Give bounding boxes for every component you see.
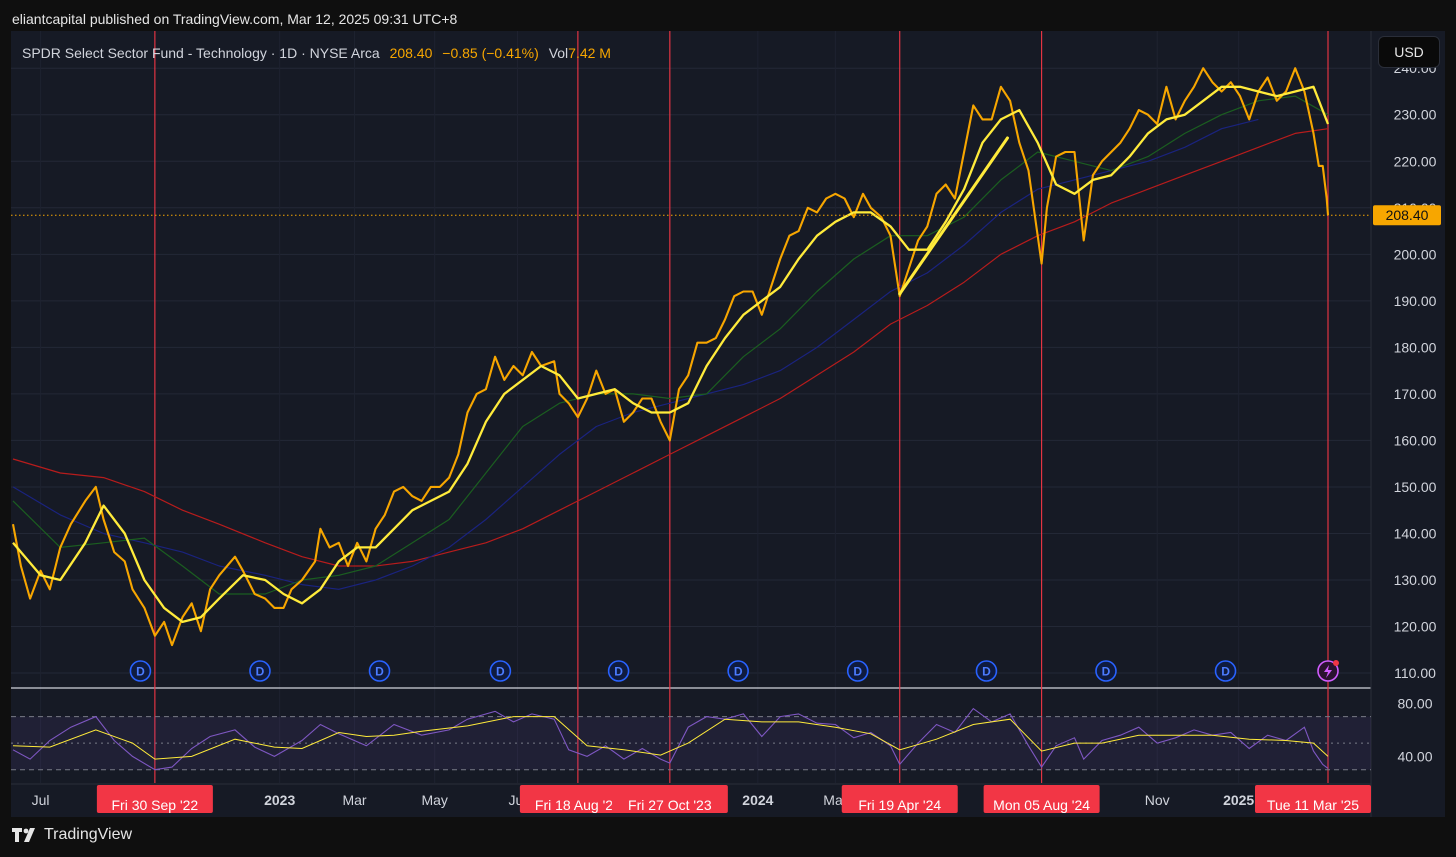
price-change: −0.85 (−0.41%) [442,45,539,61]
price-tick-label: 180.00 [1394,339,1437,355]
tradingview-logo[interactable]: TradingView [12,826,132,844]
dividend-marker-label: D [375,665,384,679]
last-price: 208.40 [389,45,433,61]
price-tick-label: 110.00 [1394,665,1436,681]
date-marker-tag[interactable] [1255,785,1371,813]
last-price-badge [1373,205,1441,226]
date-marker-tag[interactable] [96,785,213,813]
symbol-description: SPDR Select Sector Fund - Technology · 1… [22,45,380,61]
price-tick-label: 120.00 [1394,619,1437,635]
series-close[interactable] [11,67,1330,647]
dividend-marker-label: D [853,665,862,679]
price-tick-label: 190.00 [1394,293,1437,309]
price-tick-label: 130.00 [1394,572,1437,588]
dividend-marker-label: D [496,665,505,679]
date-marker-tag[interactable] [841,785,958,813]
rsi-tick-label: 40.00 [1397,748,1432,764]
dividend-marker[interactable] [846,660,869,682]
time-tick-label: 2023 [264,792,295,808]
notification-dot [1333,660,1339,666]
published-caption: eliantcapital published on TradingView.c… [12,11,458,27]
series-rsi-ma[interactable] [12,716,1329,760]
dividend-marker[interactable] [1095,660,1117,682]
dividend-marker[interactable] [489,660,512,682]
dividend-marker-label: D [614,665,623,679]
rsi-tick-label: 80.00 [1397,695,1432,711]
dividend-marker[interactable] [368,660,391,682]
dividend-marker[interactable] [727,660,749,682]
last-price-badge-label: 208.40 [1386,207,1429,223]
date-marker-tag-label: Mon 05 Aug '24 [993,797,1090,813]
date-marker-tag[interactable] [611,785,728,813]
price-tick-label: 200.00 [1394,246,1437,262]
date-marker-layer [154,31,1329,783]
dividend-marker-label: D [136,665,145,679]
grid-layer [11,31,1372,817]
rsi-layer [11,707,1371,771]
dividend-marker-label: D [982,665,991,679]
price-tick-label: 150.00 [1394,479,1437,495]
symbol-legend: SPDR Select Sector Fund - Technology · 1… [22,45,611,61]
dividend-marker[interactable] [607,660,630,682]
date-marker-tag-label: Fri 18 Aug '23 [535,797,621,813]
time-tick-label: May [421,792,447,808]
trendline[interactable] [898,136,1009,296]
time-tick-label: 2024 [742,792,773,808]
date-marker-tag-label: Fri 30 Sep '22 [112,797,199,813]
series-rsi[interactable] [12,707,1329,771]
time-tick-label: Mar [342,792,366,808]
dividend-marker-label: D [1221,665,1230,679]
dividend-marker-label: D [1102,665,1111,679]
price-tick-label: 230.00 [1394,107,1437,123]
date-marker-tag-label: Fri 27 Oct '23 [628,797,712,813]
dividend-marker-label: D [734,665,743,679]
time-tick-label: Nov [1145,792,1170,808]
dividend-marker-label: D [256,665,265,679]
chart-area[interactable]: D D D D D D D D D D 110.00 120.00 130.00 140.00 150.0… [11,31,1445,817]
date-marker-tag-label: Fri 19 Apr '24 [858,797,941,813]
dividend-marker[interactable] [249,660,271,682]
date-marker-tag-label: Tue 11 Mar '25 [1267,797,1359,813]
series-ma-green[interactable] [12,95,1329,595]
price-tick-label: 170.00 [1394,386,1437,402]
dividend-marker[interactable] [129,660,152,682]
volume-label: Vol [548,45,569,61]
series-ma-blue[interactable] [12,118,1259,590]
lightning-icon [1324,665,1332,678]
time-tick-label: Mar [823,792,847,808]
price-tick-label: 220.00 [1394,153,1437,169]
date-marker-tag[interactable] [983,785,1100,813]
time-tick-label: 2025 [1223,792,1254,808]
axis-layer: 110.00 120.00 130.00 140.00 150.00 160.00 170.… [32,60,1441,813]
tradingview-logo-icon [12,828,35,842]
series-ma-yellow[interactable] [12,85,1330,624]
dividend-marker[interactable] [1214,660,1237,682]
volume-value: 7.42 M [568,45,611,61]
time-tick-label: Jul [32,792,50,808]
date-marker-tag[interactable] [519,785,636,813]
tradingview-logo-text: TradingView [44,826,133,843]
price-tick-label: 160.00 [1394,432,1437,448]
series-ma-red[interactable] [12,128,1329,567]
chart-svg[interactable]: D D D D D D D D D D 110.00 120.00 130.00 140.00 150.0… [11,31,1445,817]
dividend-marker[interactable] [975,660,998,682]
price-tick-label: 140.00 [1394,525,1437,541]
currency-button[interactable]: USD [1378,36,1440,68]
